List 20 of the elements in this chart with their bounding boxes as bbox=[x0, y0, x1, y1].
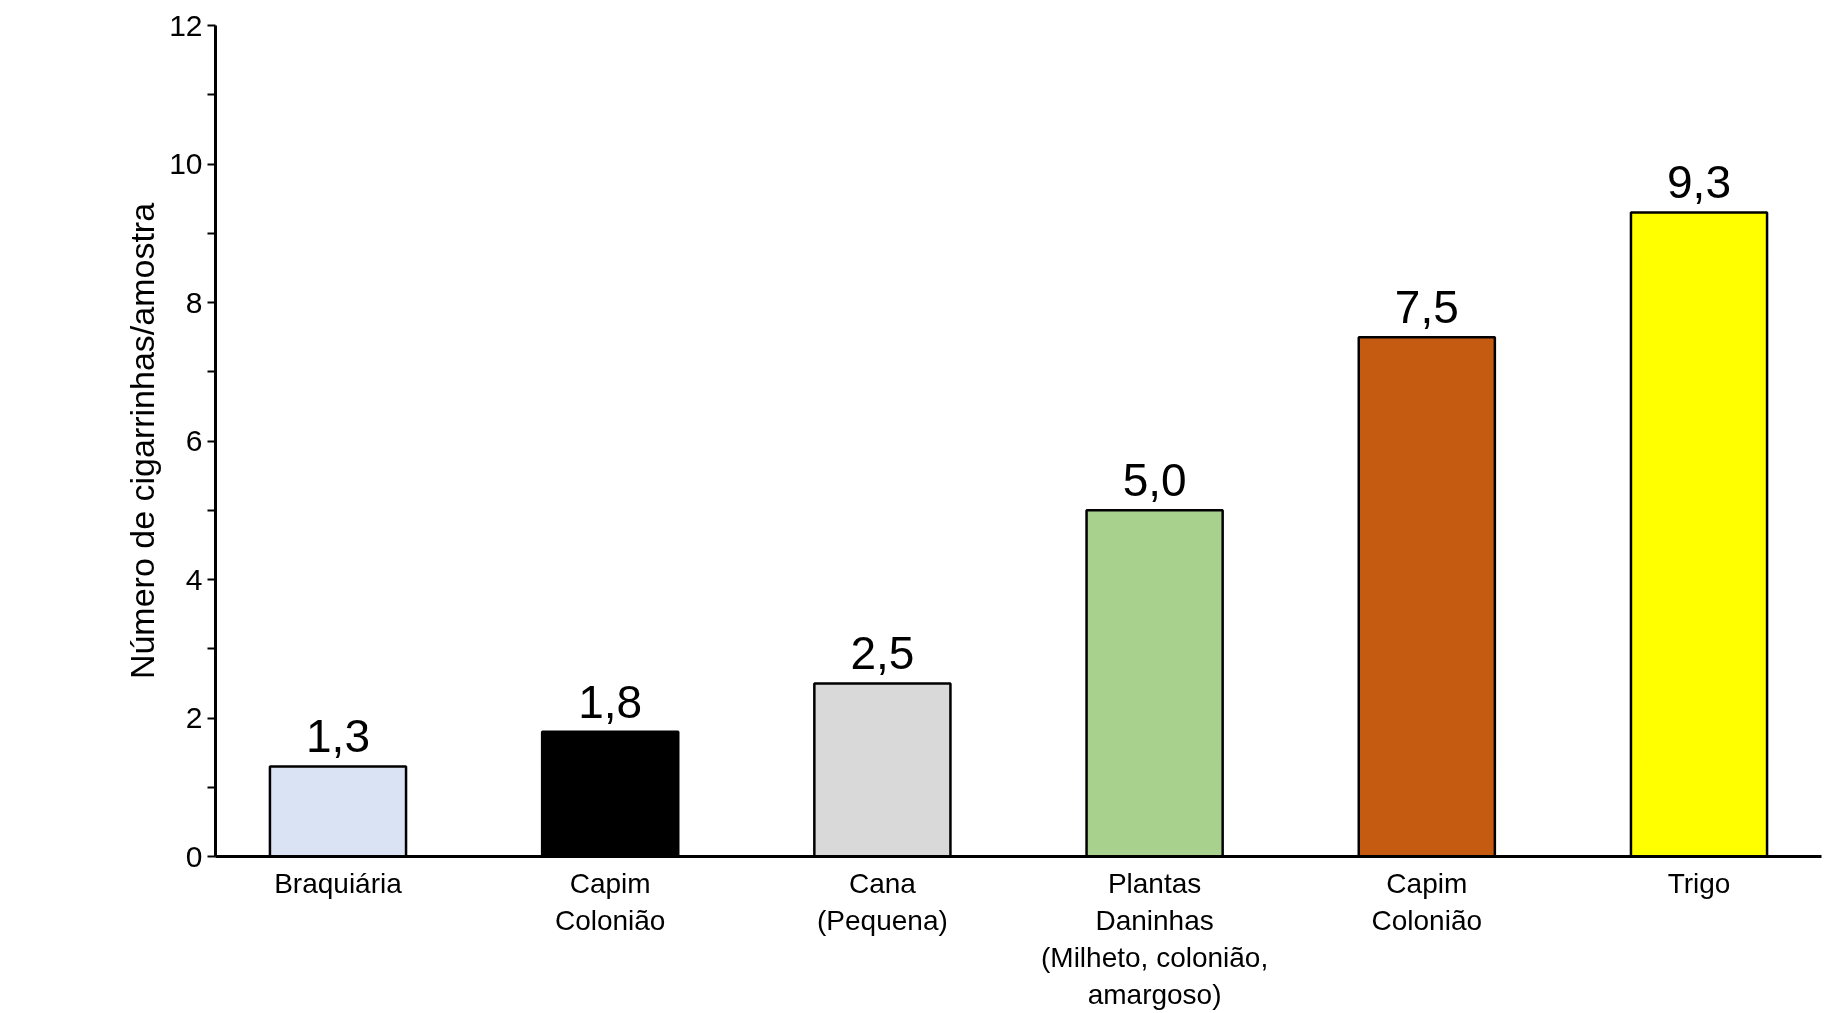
data-label: 1,8 bbox=[578, 675, 643, 728]
x-tick-label: Plantas Daninhas (Milheto, colonião, amargoso) bbox=[1040, 867, 1269, 1011]
x-tick-label: Braquiária bbox=[274, 867, 403, 899]
y-tick-label: 4 bbox=[185, 562, 203, 596]
y-axis-title: Número de cigarrinhas/amostra bbox=[123, 202, 162, 680]
y-tick-label: 0 bbox=[185, 839, 203, 873]
x-tick-label: Capim Colonião bbox=[554, 867, 666, 936]
data-label: 2,5 bbox=[850, 627, 915, 680]
data-label: 9,3 bbox=[1667, 156, 1731, 209]
data-label: 7,5 bbox=[1394, 281, 1459, 334]
x-tick-label: Capim Colonião bbox=[1371, 867, 1483, 936]
data-label: 5,0 bbox=[1122, 454, 1187, 507]
y-tick-label: 10 bbox=[169, 147, 203, 180]
data-label: 1,3 bbox=[306, 710, 370, 763]
x-tick-label: Trigo bbox=[1667, 867, 1731, 899]
y-tick-label: 2 bbox=[185, 701, 203, 734]
x-tick-label: Cana (Pequena) bbox=[817, 867, 948, 936]
y-tick-label: 12 bbox=[169, 8, 203, 42]
y-tick-label: 8 bbox=[185, 285, 203, 319]
y-tick-label: 6 bbox=[185, 424, 203, 457]
